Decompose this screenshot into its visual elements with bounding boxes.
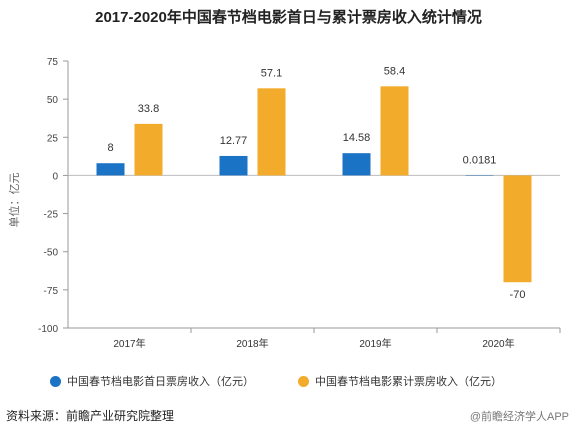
legend-swatch-first-day (50, 375, 61, 387)
data-label: 57.1 (261, 67, 282, 79)
watermark-text: @前瞻经济学人APP (469, 411, 569, 423)
y-tick-label: 50 (47, 95, 59, 106)
data-label: 12.77 (220, 135, 248, 147)
data-label: -70 (510, 289, 526, 301)
bar-cumulative (380, 86, 409, 176)
y-tick-label: -50 (44, 248, 59, 259)
legend-label-first-day: 中国春节档电影首日票房收入（亿元） (67, 376, 254, 388)
legend-item-first-day: 中国春节档电影首日票房收入（亿元） (50, 373, 254, 389)
y-tick-label: -75 (44, 286, 59, 297)
legend-label-cumulative: 中国春节档电影累计票房收入（亿元） (315, 376, 502, 388)
bar-cumulative (503, 175, 532, 283)
bars-layer (96, 86, 532, 283)
bar-cumulative (257, 88, 286, 176)
x-tick-label: 2019年 (359, 337, 391, 350)
bar-first-day (96, 163, 125, 176)
legend-swatch-cumulative (298, 375, 309, 387)
y-tick-label: 75 (47, 57, 59, 68)
data-label: 14.58 (343, 132, 371, 144)
x-tick-label: 2017年 (113, 337, 145, 350)
y-tick-label: -25 (44, 210, 59, 221)
axis-layer: 75 50 25 0 -25 -50 -75 -100 2017年 2018年 2019年 2020年 (38, 57, 561, 350)
y-tick-label: -100 (38, 324, 58, 335)
bar-first-day (219, 155, 248, 176)
chart-title: 2017-2020年中国春节档电影首日与累计票房收入统计情况 (95, 9, 482, 26)
source-note: 资料来源：前瞻产业研究院整理 (6, 409, 175, 423)
legend-item-cumulative: 中国春节档电影累计票房收入（亿元） (298, 373, 502, 389)
data-label: 0.0181 (463, 154, 497, 166)
data-label: 58.4 (384, 65, 405, 77)
labels-layer: 8 33.8 12.77 57.1 14.58 58.4 0.0181 -70 (107, 65, 525, 301)
data-label: 33.8 (138, 103, 159, 115)
bar-cumulative (134, 123, 163, 176)
y-axis-label: 单位：亿元 (7, 173, 21, 228)
x-tick-label: 2020年 (482, 337, 514, 350)
data-label: 8 (107, 142, 113, 154)
x-tick-label: 2018年 (236, 337, 268, 350)
y-tick-label: 25 (47, 133, 59, 144)
bar-first-day (342, 153, 371, 176)
y-tick-label: 0 (52, 171, 58, 182)
